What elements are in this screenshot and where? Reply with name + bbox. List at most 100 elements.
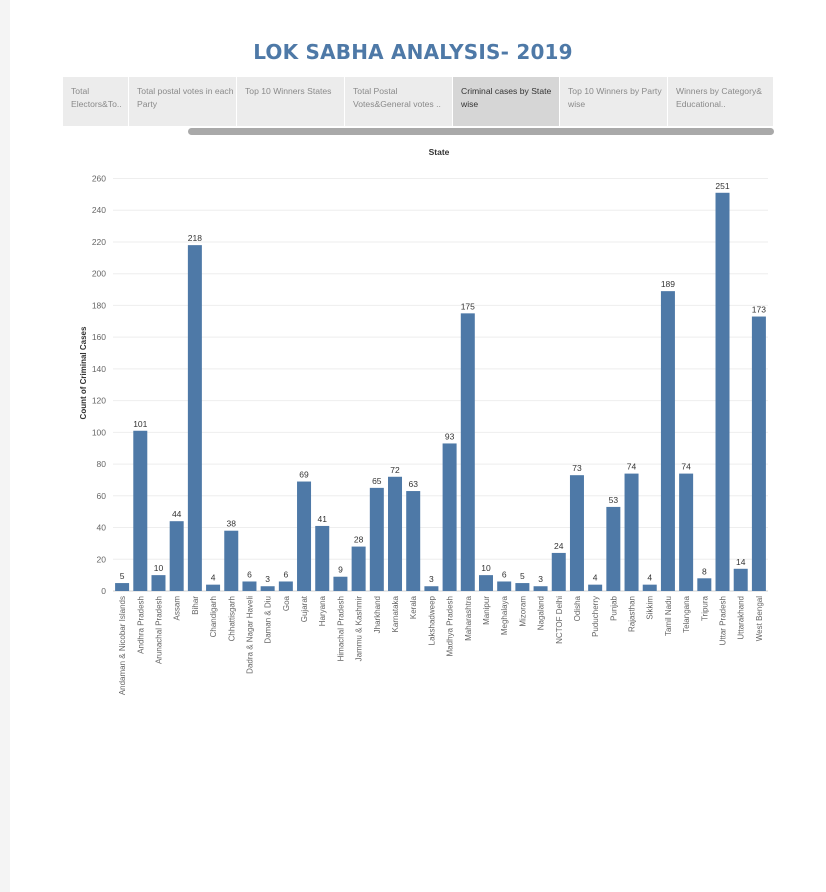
bar[interactable]	[206, 584, 221, 591]
tab-7[interactable]: Winners by Category& Educational..	[668, 77, 774, 126]
x-tick-label: Sikkim	[646, 596, 655, 620]
bar[interactable]	[442, 443, 457, 591]
bar[interactable]	[333, 576, 348, 591]
x-tick-label: Himachal Pradesh	[336, 596, 345, 661]
y-tick-label: 160	[92, 332, 106, 342]
bar-value-label: 14	[736, 557, 746, 567]
x-tick-label: NCTOF Delhi	[555, 596, 564, 644]
tab-label: Criminal cases by State wise	[461, 86, 552, 109]
bar[interactable]	[460, 313, 475, 591]
bar[interactable]	[169, 521, 184, 591]
bar[interactable]	[515, 583, 530, 591]
x-tick-label: Puducherry	[591, 596, 600, 637]
x-tick-label: Kerala	[409, 595, 418, 619]
bar[interactable]	[115, 583, 130, 591]
bar[interactable]	[133, 430, 148, 591]
bar-value-label: 41	[318, 514, 328, 524]
x-tick-label: Andaman & Nicobar Islands	[118, 596, 127, 695]
y-tick-label: 220	[92, 237, 106, 247]
bar[interactable]	[569, 475, 584, 591]
tab-label: Total postal votes in each Party	[137, 86, 234, 109]
bar[interactable]	[588, 584, 603, 591]
bar-value-label: 28	[354, 535, 364, 545]
bar[interactable]	[297, 481, 312, 591]
x-tick-label: Jharkhand	[373, 596, 382, 633]
x-tick-label: Karnataka	[391, 595, 400, 632]
bar-value-label: 65	[372, 476, 382, 486]
bar[interactable]	[351, 546, 366, 591]
tab-6[interactable]: Top 10 Winners by Party wise	[560, 77, 668, 126]
x-tick-label: Chhattisgarh	[227, 596, 236, 641]
bar-value-label: 218	[188, 233, 202, 243]
tab-label: Total Electors&To..	[71, 86, 122, 109]
bar[interactable]	[715, 192, 730, 591]
bar-value-label: 4	[593, 573, 598, 583]
tab-2[interactable]: Total postal votes in each Party	[129, 77, 237, 126]
tab-label: Winners by Category& Educational..	[676, 86, 762, 109]
gridlines	[113, 178, 768, 592]
bar-value-label: 72	[390, 465, 400, 475]
y-tick-label: 240	[92, 205, 106, 215]
bar[interactable]	[478, 575, 493, 591]
x-tick-label: Bihar	[191, 596, 200, 615]
x-tick-label: Odisha	[573, 595, 582, 621]
bar-value-label: 173	[752, 305, 766, 315]
bar-value-label: 10	[481, 563, 491, 573]
tab-scrollbar[interactable]	[188, 128, 774, 135]
bar[interactable]	[624, 473, 639, 591]
bar-value-label: 6	[283, 569, 288, 579]
bar[interactable]	[733, 568, 748, 591]
x-tick-label: Nagaland	[537, 596, 546, 630]
x-tick-label: Haryana	[318, 595, 327, 626]
bar[interactable]	[315, 525, 330, 591]
bar[interactable]	[751, 316, 766, 591]
bar[interactable]	[660, 291, 675, 591]
bar-value-label: 38	[227, 519, 237, 529]
bars	[115, 192, 766, 591]
bar[interactable]	[606, 506, 621, 591]
bar[interactable]	[406, 491, 421, 591]
x-tick-label: Telangana	[682, 595, 691, 632]
bar[interactable]	[642, 584, 657, 591]
bar[interactable]	[278, 581, 293, 591]
x-tick-label: Jammu & Kashmir	[355, 596, 364, 662]
bar-value-label: 3	[265, 574, 270, 584]
tab-3[interactable]: Top 10 Winners States	[237, 77, 345, 126]
bar-value-label: 44	[172, 509, 182, 519]
bar-value-label: 6	[502, 569, 507, 579]
bar-value-label: 9	[338, 565, 343, 575]
y-tick-label: 120	[92, 396, 106, 406]
bar[interactable]	[388, 476, 403, 591]
bar-value-label: 73	[572, 463, 582, 473]
bar-value-label: 69	[299, 470, 309, 480]
tab-1[interactable]: Total Electors&To..	[63, 77, 129, 126]
bar[interactable]	[424, 586, 439, 591]
tab-5[interactable]: Criminal cases by State wise	[453, 77, 560, 126]
bar-value-label: 74	[681, 462, 691, 472]
chart-title: State	[429, 147, 450, 157]
bar[interactable]	[497, 581, 512, 591]
y-tick-label: 40	[97, 523, 107, 533]
bar[interactable]	[551, 552, 566, 591]
bar[interactable]	[224, 530, 239, 591]
bar[interactable]	[242, 581, 257, 591]
bar[interactable]	[679, 473, 694, 591]
x-tick-label: Gujarat	[300, 595, 309, 622]
bar[interactable]	[369, 487, 384, 591]
tab-label: Top 10 Winners by Party wise	[568, 86, 662, 109]
x-tick-label: Arunachal Pradesh	[154, 596, 163, 664]
page-title: LOK SABHA ANALYSIS- 2019	[253, 40, 573, 64]
bar[interactable]	[151, 575, 166, 591]
x-tick-label: Meghalaya	[500, 595, 509, 635]
x-tick-label: Tripura	[700, 595, 709, 621]
y-tick-label: 0	[101, 586, 106, 596]
bar[interactable]	[260, 586, 275, 591]
bar[interactable]	[187, 245, 202, 591]
tab-4[interactable]: Total Postal Votes&General votes ..	[345, 77, 453, 126]
bar[interactable]	[533, 586, 548, 591]
y-tick-label: 100	[92, 427, 106, 437]
bar-value-label: 3	[538, 574, 543, 584]
bar-value-label: 8	[702, 566, 707, 576]
bar[interactable]	[697, 578, 712, 591]
